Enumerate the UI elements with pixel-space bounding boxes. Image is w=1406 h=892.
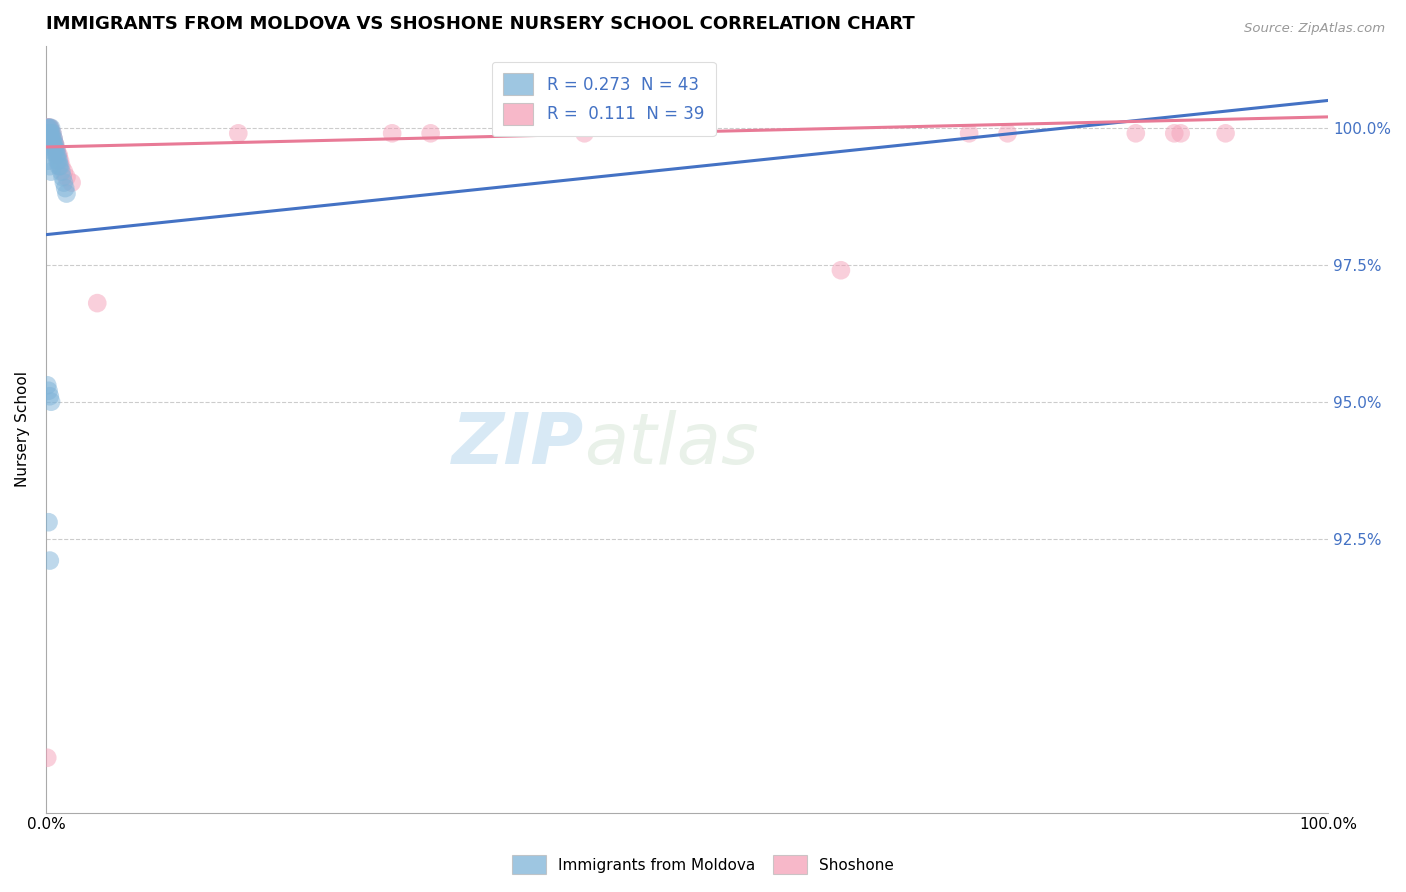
Point	[38, 126, 60, 140]
Point	[42, 132, 65, 146]
Point	[49, 159, 72, 173]
Point	[38, 515, 60, 529]
Point	[46, 148, 69, 162]
Point	[38, 120, 60, 135]
Point	[419, 126, 441, 140]
Text: ZIP: ZIP	[453, 410, 585, 479]
Point	[38, 120, 60, 135]
Point	[38, 126, 60, 140]
Point	[1170, 126, 1192, 140]
Point	[44, 137, 66, 152]
Point	[41, 132, 63, 146]
Point	[48, 148, 70, 162]
Point	[38, 553, 60, 567]
Text: IMMIGRANTS FROM MOLDOVA VS SHOSHONE NURSERY SCHOOL CORRELATION CHART: IMMIGRANTS FROM MOLDOVA VS SHOSHONE NURS…	[46, 15, 915, 33]
Legend: R = 0.273  N = 43, R =  0.111  N = 39: R = 0.273 N = 43, R = 0.111 N = 39	[492, 62, 716, 136]
Point	[44, 137, 66, 152]
Point	[38, 137, 60, 152]
Point	[86, 296, 108, 310]
Point	[42, 137, 65, 152]
Point	[41, 137, 63, 152]
Point	[53, 181, 76, 195]
Point	[37, 120, 59, 135]
Y-axis label: Nursery School: Nursery School	[15, 371, 30, 487]
Point	[51, 164, 73, 178]
Point	[52, 176, 75, 190]
Point	[41, 132, 63, 146]
Point	[52, 164, 75, 178]
Point	[48, 159, 70, 173]
Point	[48, 153, 70, 168]
Point	[37, 378, 59, 392]
Point	[38, 132, 60, 146]
Point	[957, 126, 980, 140]
Point	[52, 170, 75, 185]
Point	[44, 137, 66, 152]
Point	[38, 153, 60, 168]
Point	[38, 126, 60, 140]
Point	[60, 176, 83, 190]
Point	[1215, 126, 1237, 140]
Point	[46, 148, 69, 162]
Point	[38, 159, 60, 173]
Point	[39, 394, 62, 409]
Point	[41, 126, 63, 140]
Point	[39, 120, 62, 135]
Point	[37, 120, 59, 135]
Point	[37, 120, 59, 135]
Point	[38, 120, 60, 135]
Point	[51, 159, 73, 173]
Point	[381, 126, 404, 140]
Point	[38, 120, 60, 135]
Point	[39, 126, 62, 140]
Point	[45, 143, 67, 157]
Point	[55, 186, 77, 201]
Point	[42, 132, 65, 146]
Point	[45, 143, 67, 157]
Point	[37, 751, 59, 765]
Point	[45, 143, 67, 157]
Point	[41, 126, 63, 140]
Point	[44, 143, 66, 157]
Point	[830, 263, 852, 277]
Point	[38, 132, 60, 146]
Legend: Immigrants from Moldova, Shoshone: Immigrants from Moldova, Shoshone	[506, 849, 900, 880]
Point	[1125, 126, 1147, 140]
Point	[38, 384, 60, 398]
Point	[46, 153, 69, 168]
Point	[37, 126, 59, 140]
Point	[38, 120, 60, 135]
Point	[226, 126, 249, 140]
Point	[42, 143, 65, 157]
Point	[1163, 126, 1185, 140]
Text: atlas: atlas	[585, 410, 759, 479]
Point	[38, 120, 60, 135]
Point	[39, 126, 62, 140]
Point	[55, 170, 77, 185]
Point	[39, 137, 62, 152]
Point	[38, 389, 60, 403]
Point	[49, 153, 72, 168]
Point	[39, 132, 62, 146]
Point	[45, 148, 67, 162]
Point	[42, 137, 65, 152]
Point	[39, 126, 62, 140]
Point	[38, 143, 60, 157]
Point	[574, 126, 596, 140]
Point	[997, 126, 1019, 140]
Text: Source: ZipAtlas.com: Source: ZipAtlas.com	[1244, 22, 1385, 36]
Point	[39, 164, 62, 178]
